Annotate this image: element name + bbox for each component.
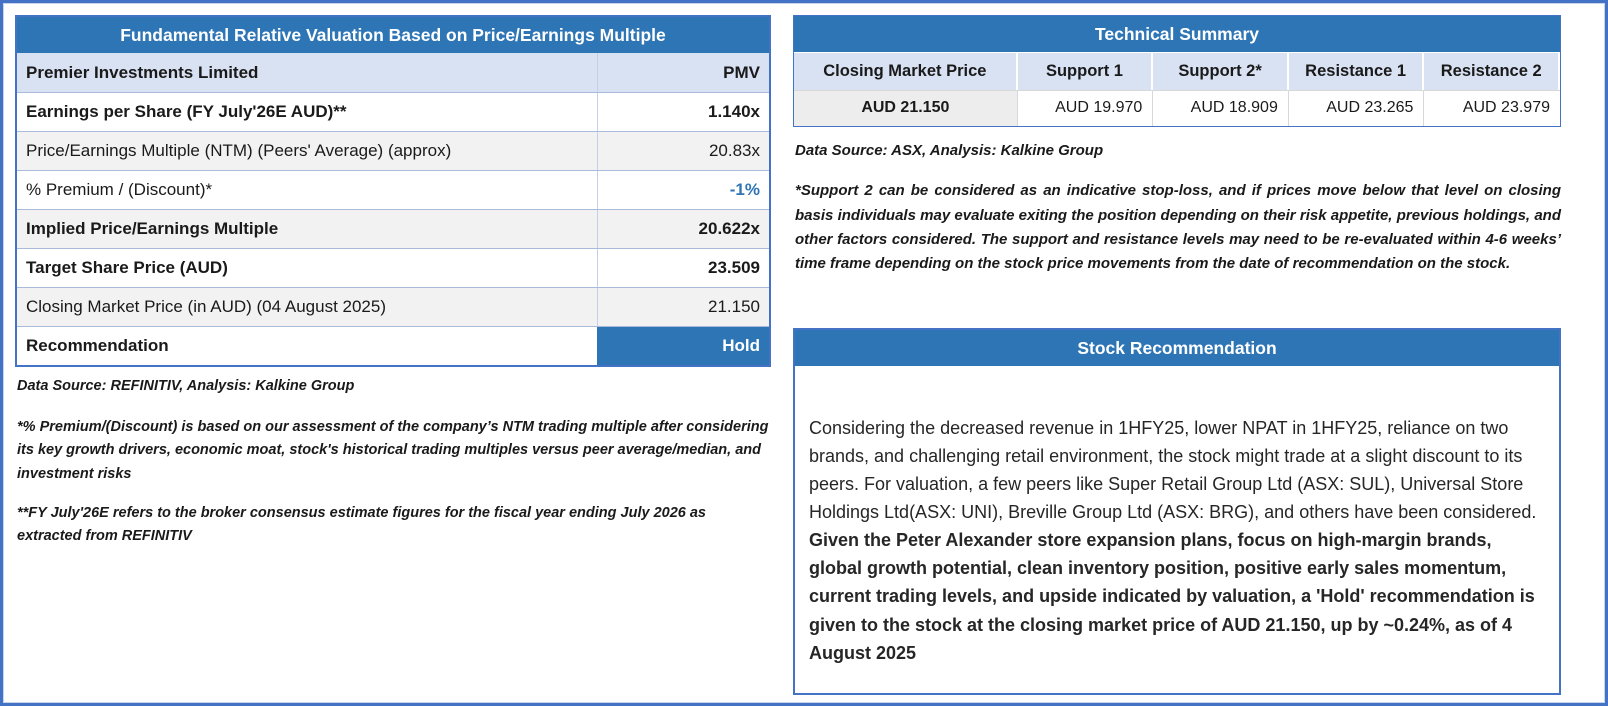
stock-recommendation-title: Stock Recommendation — [795, 330, 1559, 366]
premium-discount-label: % Premium / (Discount)* — [26, 180, 213, 199]
col-header-support1: Support 1 — [1017, 52, 1154, 90]
table-row-company: Premier Investments Limited PMV — [17, 53, 769, 92]
table-row-target-price: Target Share Price (AUD) 23.509 — [17, 248, 769, 287]
resistance1-cell: AUD 23.265 — [1288, 90, 1425, 126]
table-row-closing-price: Closing Market Price (in AUD) (04 August… — [17, 287, 769, 326]
recommendation-badge: Hold — [597, 327, 769, 365]
pe-multiple-label: Price/Earnings Multiple (NTM) (Peers' Av… — [26, 141, 452, 160]
support2-footnote: *Support 2 can be considered as an indic… — [795, 182, 1561, 273]
table-row-eps: Earnings per Share (FY July'26E AUD)** 1… — [17, 92, 769, 131]
closing-price-cell: AUD 21.150 — [794, 90, 1018, 126]
table-row-recommendation: Recommendation Hold — [17, 326, 769, 365]
stock-recommendation-body: Considering the decreased revenue in 1HF… — [795, 366, 1559, 677]
col-header-support2: Support 2* — [1153, 52, 1289, 90]
left-footnotes: Data Source: REFINITIV, Analysis: Kalkin… — [17, 375, 769, 564]
fundamental-valuation-panel: Fundamental Relative Valuation Based on … — [15, 15, 771, 367]
recommendation-text-regular: Considering the decreased revenue in 1HF… — [809, 418, 1537, 523]
resistance2-cell: AUD 23.979 — [1424, 90, 1560, 126]
eps-label: Earnings per Share (FY July'26E AUD)** — [26, 102, 347, 121]
support2-cell: AUD 18.909 — [1153, 90, 1289, 126]
stock-recommendation-panel: Stock Recommendation Considering the dec… — [793, 328, 1561, 695]
recommendation-text-bold: Given the Peter Alexander store expansio… — [809, 530, 1535, 663]
implied-pe-label: Implied Price/Earnings Multiple — [26, 219, 279, 238]
closing-price-label: Closing Market Price (in AUD) (04 August… — [26, 297, 386, 316]
technical-summary-table: Closing Market Price Support 1 Support 2… — [794, 52, 1560, 126]
closing-price-value: 21.150 — [597, 288, 769, 326]
target-price-label: Target Share Price (AUD) — [26, 258, 228, 277]
table-row-pe-multiple: Price/Earnings Multiple (NTM) (Peers' Av… — [17, 131, 769, 170]
technical-data-source: Data Source: ASX, Analysis: Kalkine Grou… — [795, 142, 1104, 159]
technical-footnotes: Data Source: ASX, Analysis: Kalkine Grou… — [795, 139, 1561, 276]
eps-value: 1.140x — [597, 93, 769, 131]
company-name: Premier Investments Limited — [26, 62, 259, 82]
technical-summary-title: Technical Summary — [794, 16, 1560, 52]
left-footnote-premium: *% Premium/(Discount) is based on our as… — [17, 419, 769, 482]
col-header-resistance2: Resistance 2 — [1424, 52, 1560, 90]
support1-cell: AUD 19.970 — [1017, 90, 1154, 126]
col-header-resistance1: Resistance 1 — [1288, 52, 1425, 90]
ticker: PMV — [597, 53, 769, 92]
pe-multiple-value: 20.83x — [597, 132, 769, 170]
left-footnote-fy26: **FY July'26E refers to the broker conse… — [17, 504, 706, 544]
target-price-value: 23.509 — [597, 249, 769, 287]
fundamental-valuation-title: Fundamental Relative Valuation Based on … — [17, 17, 769, 53]
recommendation-label: Recommendation — [26, 336, 169, 355]
implied-pe-value: 20.622x — [597, 210, 769, 248]
left-data-source: Data Source: REFINITIV, Analysis: Kalkin… — [17, 378, 355, 394]
table-row-premium-discount: % Premium / (Discount)* -1% — [17, 170, 769, 209]
table-row-implied-pe: Implied Price/Earnings Multiple 20.622x — [17, 209, 769, 248]
premium-discount-value: -1% — [597, 171, 769, 209]
technical-summary-panel: Technical Summary Closing Market Price S… — [793, 15, 1561, 127]
col-header-closing-price: Closing Market Price — [794, 52, 1018, 90]
